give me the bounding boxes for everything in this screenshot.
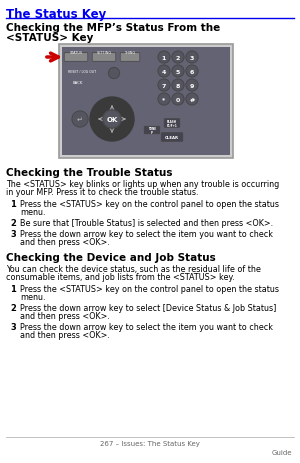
Text: 267 – Issues: The Status Key: 267 – Issues: The Status Key — [100, 440, 200, 446]
Text: 8: 8 — [176, 83, 180, 88]
FancyBboxPatch shape — [120, 54, 140, 62]
Text: 2: 2 — [10, 303, 16, 313]
Text: FLASH
F1/F+1: FLASH F1/F+1 — [167, 119, 177, 128]
Circle shape — [90, 98, 134, 142]
FancyBboxPatch shape — [144, 127, 160, 135]
Text: Checking the Trouble Status: Checking the Trouble Status — [6, 168, 172, 178]
Text: The <STATUS> key blinks or lights up when any trouble is occurring: The <STATUS> key blinks or lights up whe… — [6, 180, 279, 188]
Text: 5: 5 — [176, 69, 180, 75]
Text: The Status Key: The Status Key — [6, 8, 106, 21]
Text: *: * — [162, 97, 166, 102]
Text: Checking the Device and Job Status: Checking the Device and Job Status — [6, 252, 216, 263]
Text: 2: 2 — [176, 56, 180, 60]
Text: STATUS: STATUS — [69, 51, 82, 55]
Text: and then press <OK>.: and then press <OK>. — [20, 330, 110, 339]
Text: RESET / LOG OUT: RESET / LOG OUT — [68, 70, 96, 74]
Text: TONE
IP: TONE IP — [148, 126, 156, 135]
Text: Guide: Guide — [272, 449, 292, 455]
Text: Press the <STATUS> key on the control panel to open the status: Press the <STATUS> key on the control pa… — [20, 284, 279, 294]
FancyBboxPatch shape — [92, 54, 116, 62]
Text: 3: 3 — [10, 230, 16, 238]
Circle shape — [172, 52, 184, 64]
Circle shape — [186, 66, 198, 78]
Circle shape — [172, 66, 184, 78]
Text: 7: 7 — [162, 83, 166, 88]
Text: Press the <STATUS> key on the control panel to open the status: Press the <STATUS> key on the control pa… — [20, 200, 279, 208]
Text: 3: 3 — [190, 56, 194, 60]
Text: consumable items, and job lists from the <STATUS> key.: consumable items, and job lists from the… — [6, 272, 235, 282]
Text: 1: 1 — [10, 200, 16, 208]
Text: <STATUS> Key: <STATUS> Key — [6, 33, 93, 43]
Text: BACK: BACK — [73, 81, 83, 85]
Circle shape — [158, 80, 170, 92]
Text: Be sure that [Trouble Status] is selected and then press <OK>.: Be sure that [Trouble Status] is selecte… — [20, 219, 273, 227]
Text: #: # — [189, 97, 195, 102]
Text: Checking the MFP’s Status From the: Checking the MFP’s Status From the — [6, 23, 220, 33]
Circle shape — [172, 80, 184, 92]
Text: ↵: ↵ — [77, 117, 83, 123]
Circle shape — [186, 80, 198, 92]
Text: and then press <OK>.: and then press <OK>. — [20, 238, 110, 246]
Circle shape — [186, 52, 198, 64]
FancyBboxPatch shape — [164, 119, 180, 128]
Circle shape — [103, 111, 121, 129]
Circle shape — [158, 94, 170, 106]
Text: in your MFP. Press it to check the trouble status.: in your MFP. Press it to check the troub… — [6, 188, 199, 197]
Text: 1: 1 — [162, 56, 166, 60]
Text: Press the down arrow key to select the item you want to check: Press the down arrow key to select the i… — [20, 322, 273, 332]
Text: You can check the device status, such as the residual life of the: You can check the device status, such as… — [6, 264, 261, 274]
Text: THING: THING — [124, 51, 136, 55]
Text: SETTING: SETTING — [96, 51, 112, 55]
Text: CLEAR: CLEAR — [165, 136, 179, 140]
Circle shape — [109, 69, 119, 79]
Text: 3: 3 — [10, 322, 16, 332]
Text: 4: 4 — [162, 69, 166, 75]
Circle shape — [158, 66, 170, 78]
Bar — [59, 45, 233, 159]
FancyBboxPatch shape — [161, 133, 183, 142]
Text: menu.: menu. — [20, 207, 46, 217]
Circle shape — [72, 112, 88, 128]
Text: Press the down arrow key to select the item you want to check: Press the down arrow key to select the i… — [20, 230, 273, 238]
Text: 2: 2 — [10, 219, 16, 227]
Circle shape — [172, 94, 184, 106]
Bar — [62, 48, 230, 156]
Text: OK: OK — [106, 117, 118, 123]
FancyBboxPatch shape — [64, 54, 88, 62]
Circle shape — [158, 52, 170, 64]
Text: 6: 6 — [190, 69, 194, 75]
Text: menu.: menu. — [20, 292, 46, 301]
Text: 1: 1 — [10, 284, 16, 294]
Text: and then press <OK>.: and then press <OK>. — [20, 311, 110, 320]
Text: Press the down arrow key to select [Device Status & Job Status]: Press the down arrow key to select [Devi… — [20, 303, 276, 313]
Circle shape — [186, 94, 198, 106]
Text: 9: 9 — [190, 83, 194, 88]
Text: 0: 0 — [176, 97, 180, 102]
